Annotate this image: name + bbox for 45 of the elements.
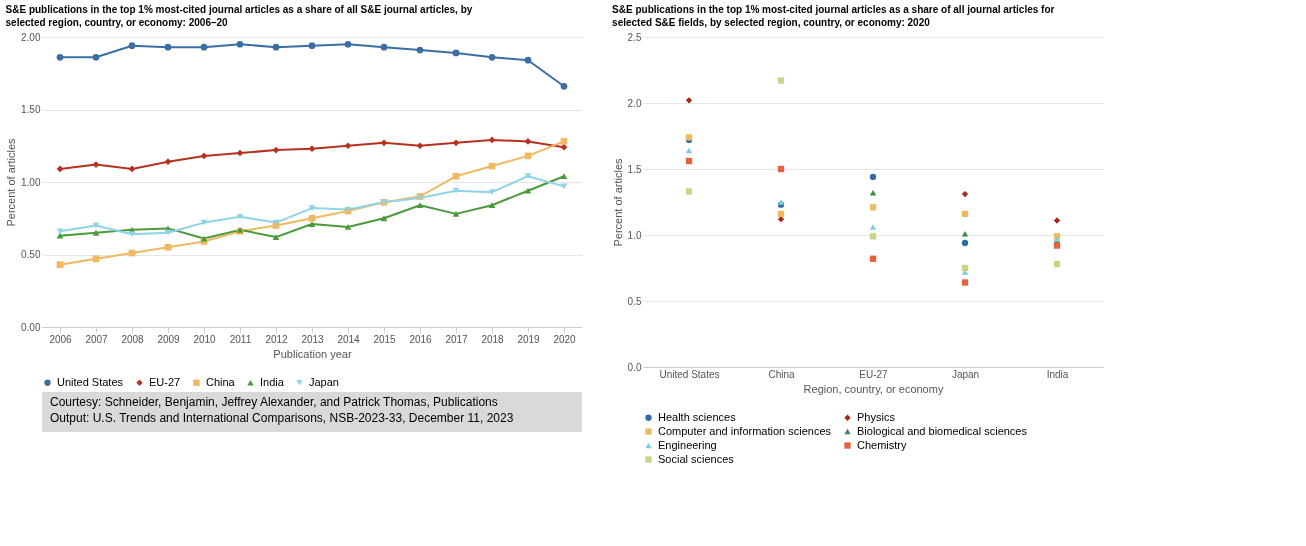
legend-label: Biological and biomedical sciences bbox=[857, 424, 1028, 437]
x-tick-label: India bbox=[1046, 368, 1069, 380]
x-axis-title: Region, country, or economy bbox=[803, 382, 944, 395]
y-axis-title: Percent of articles bbox=[611, 157, 624, 247]
x-tick-label: 2006 bbox=[49, 333, 73, 345]
x-tick-label: Japan bbox=[951, 368, 980, 380]
y-tick-label: 0.00 bbox=[21, 321, 41, 333]
y-tick-label: 1.00 bbox=[21, 176, 41, 188]
legend-label: Social sciences bbox=[658, 452, 735, 465]
x-tick-label: 2019 bbox=[517, 333, 541, 345]
chart-title: S&E publications in the top 1% most-cited journal articles as a share of all S&E journal articles, by selected region, country, or economy: 2006–20 bbox=[5, 4, 473, 28]
y-tick-label: 2.5 bbox=[627, 31, 642, 43]
y-tick-label: 2.00 bbox=[21, 31, 41, 43]
x-tick-label: China bbox=[768, 368, 795, 380]
x-tick-label: 2018 bbox=[481, 333, 505, 345]
legend-label: Computer and information sciences bbox=[658, 424, 832, 437]
y-tick-label: 1.50 bbox=[21, 104, 41, 115]
legend-label: Health sciences bbox=[658, 410, 737, 423]
x-tick-label: 2017 bbox=[445, 333, 469, 345]
x-tick-label: 2020 bbox=[553, 333, 577, 345]
y-tick-label: 1.0 bbox=[627, 229, 642, 241]
x-tick-label: 2016 bbox=[409, 333, 433, 345]
y-axis-title: Percent of articles bbox=[5, 137, 18, 227]
x-tick-label: 2011 bbox=[229, 333, 252, 345]
x-tick-label: 2007 bbox=[85, 333, 109, 345]
y-tick-label: 0.0 bbox=[627, 361, 642, 373]
text: Courtesy: Schneider, Benjamin, Jeffrey Alexander, and Patrick Thomas, Publications Output: U.S. Trends and International Comparisons, NSB-2023-33, December 11, 2023 bbox=[50, 395, 514, 425]
x-tick-label: 2008 bbox=[121, 333, 145, 345]
x-tick-label: EU-27 bbox=[859, 368, 889, 380]
x-tick-label: United States bbox=[659, 368, 720, 380]
x-tick-label: 2012 bbox=[265, 333, 289, 345]
y-tick-label: 2.0 bbox=[627, 97, 642, 109]
x-tick-label: 2015 bbox=[373, 333, 397, 345]
x-tick-label: 2009 bbox=[157, 333, 181, 345]
y-tick-label: 0.50 bbox=[21, 249, 41, 260]
legend-label: Engineering bbox=[658, 438, 717, 451]
legend-label: Physics bbox=[857, 410, 896, 423]
y-tick-label: 1.5 bbox=[627, 163, 642, 175]
x-tick-label: 2010 bbox=[193, 333, 217, 345]
y-tick-label: 0.5 bbox=[627, 295, 642, 307]
chart-title: S&E publications in the top 1% most-cited journal articles as a share of all journal articles for selected S&E fields, by selected region, country, or economy: 2020 bbox=[612, 4, 1055, 28]
legend-label: Chemistry bbox=[857, 438, 908, 451]
x-tick-label: 2013 bbox=[301, 333, 325, 345]
x-axis-title: Publication year bbox=[273, 347, 352, 360]
x-tick-label: 2014 bbox=[337, 333, 361, 345]
